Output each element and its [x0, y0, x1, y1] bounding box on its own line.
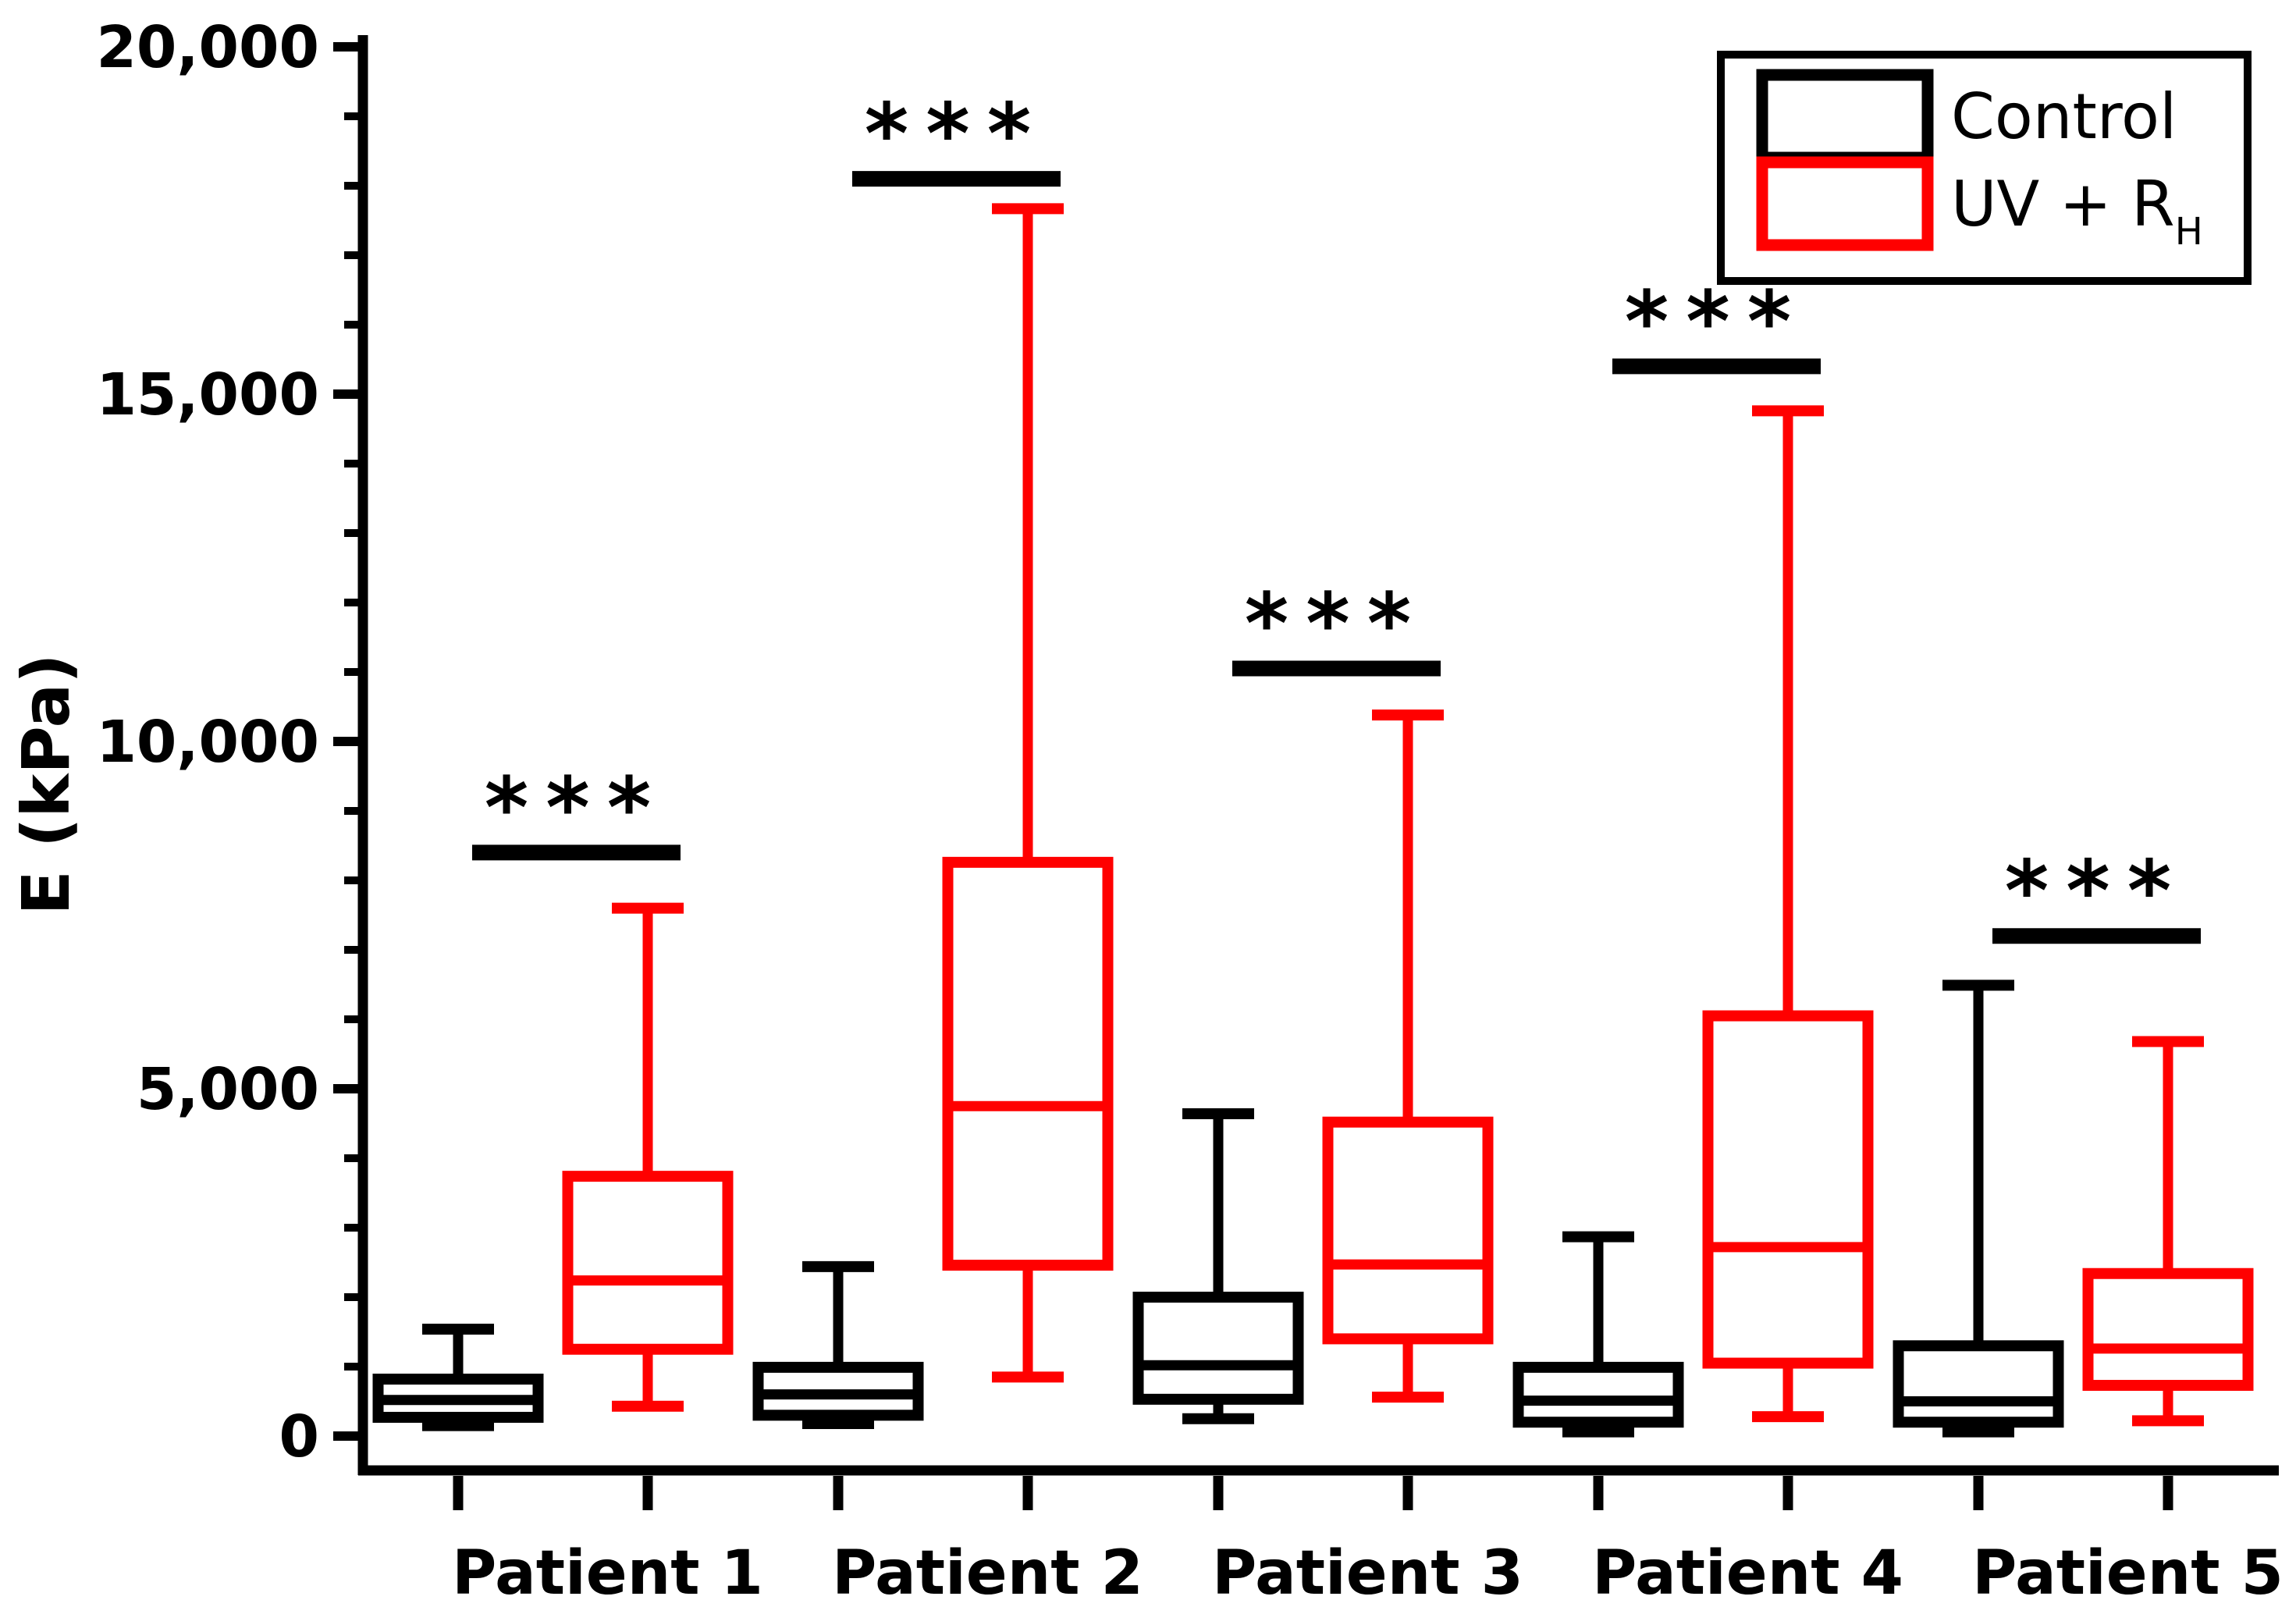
category-label-patient-3: Patient 3: [1212, 1538, 1523, 1607]
significance-label-patient-5: ***: [2005, 843, 2188, 940]
category-label-patient-1: Patient 1: [452, 1538, 763, 1607]
legend-label-1: UV + RH: [1951, 168, 2203, 254]
box-control-patient-2: [752, 1260, 924, 1510]
box-control-patient-4-iqr-box: [1512, 1361, 1684, 1428]
box-control-patient-3-iqr-box: [1132, 1292, 1304, 1405]
box-treated-patient-1: [562, 902, 734, 1510]
y-tick-label-15000: 15,000: [96, 361, 319, 428]
y-tick-label-20000: 20,000: [96, 14, 319, 81]
box-treated-patient-2: [942, 203, 1114, 1510]
box-control-patient-5: [1893, 979, 2064, 1510]
box-control-patient-3: [1132, 1108, 1304, 1510]
y-tick-label-5000: 5,000: [137, 1056, 319, 1123]
significance-label-patient-4: ***: [1625, 273, 1808, 371]
box-treated-patient-4: [1702, 405, 1874, 1510]
legend: Control UV + RH: [1717, 51, 2252, 285]
box-treated-patient-1-iqr-box: [562, 1171, 734, 1355]
significance-label-patient-3: ***: [1245, 576, 1428, 674]
category-label-patient-5: Patient 5: [1972, 1538, 2284, 1607]
legend-swatch-1: [1756, 156, 1934, 251]
y-tick-label-0: 0: [279, 1403, 320, 1470]
box-treated-patient-5: [2082, 1036, 2254, 1510]
legend-swatch-0: [1756, 69, 1934, 164]
box-control-patient-1: [372, 1323, 544, 1510]
box-control-patient-5-iqr-box: [1893, 1340, 2064, 1428]
y-axis-title: E (kPa): [8, 653, 84, 915]
legend-label-0: Control: [1951, 80, 2177, 153]
y-tick-label-10000: 10,000: [96, 709, 319, 776]
box-treated-patient-3-iqr-box: [1322, 1116, 1494, 1345]
box-control-patient-4: [1512, 1231, 1684, 1510]
box-treated-patient-2-iqr-box: [942, 856, 1114, 1271]
box-treated-patient-5-iqr-box: [2082, 1267, 2254, 1392]
category-label-patient-4: Patient 4: [1592, 1538, 1903, 1607]
box-treated-patient-3: [1322, 709, 1494, 1510]
significance-label-patient-2: ***: [865, 86, 1048, 183]
category-label-patient-2: Patient 2: [832, 1538, 1143, 1607]
box-treated-patient-4-iqr-box: [1702, 1010, 1874, 1369]
significance-label-patient-1: ***: [485, 759, 668, 857]
